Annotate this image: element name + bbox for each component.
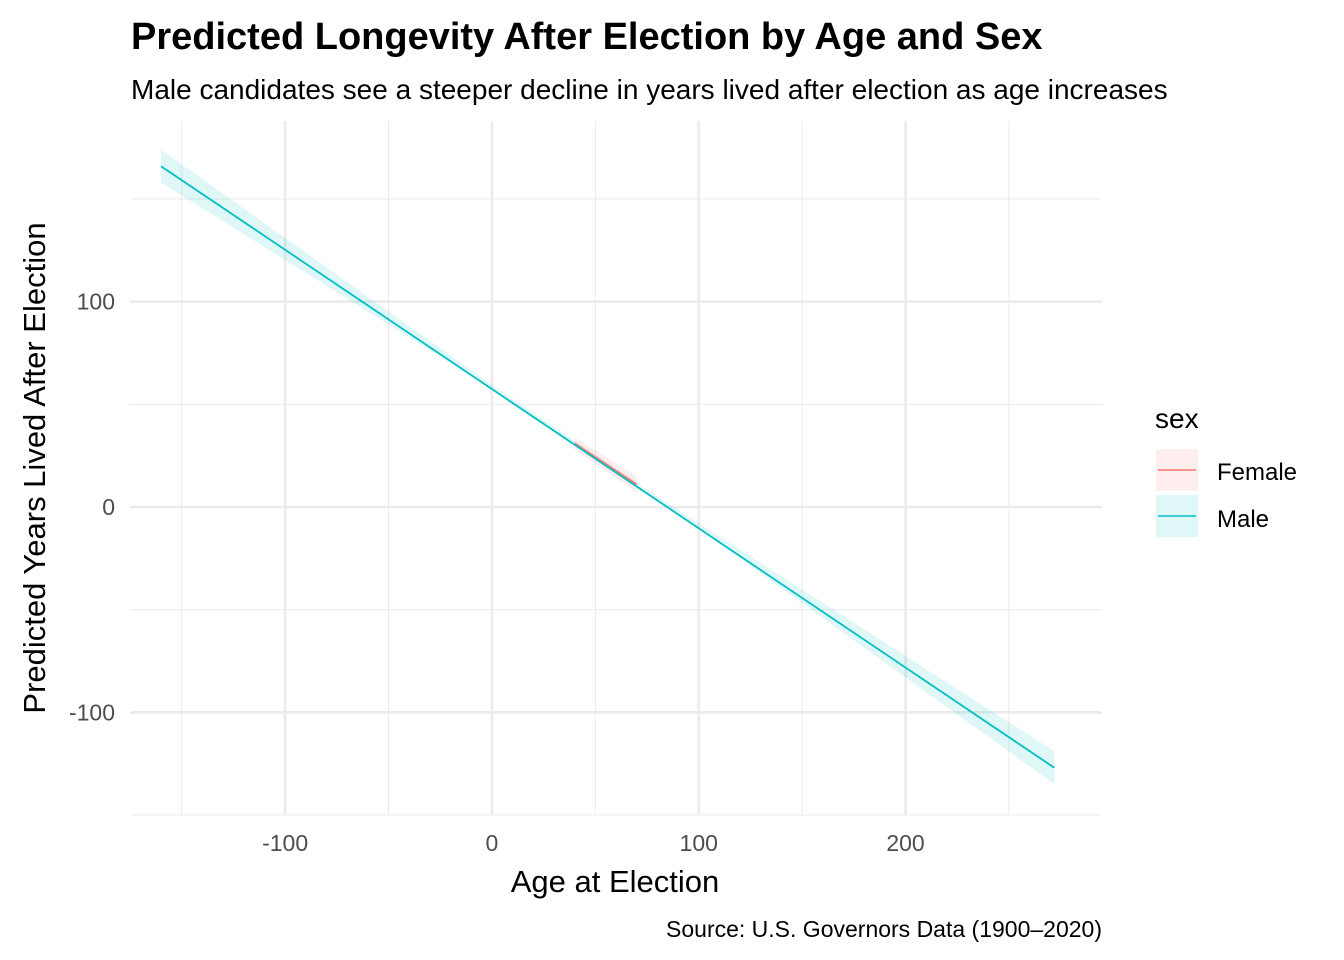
y-axis-title: Predicted Years Lived After Election [17, 222, 52, 713]
y-tick-label: 0 [102, 494, 115, 520]
legend-label-male: Male [1217, 506, 1269, 533]
legend: sex Female Male [1155, 403, 1297, 537]
legend-item-male: Male [1156, 495, 1269, 537]
x-axis-title: Age at Election [511, 864, 720, 899]
line-female [574, 442, 638, 486]
minor-gridlines [130, 121, 1102, 816]
y-tick-label: -100 [69, 699, 115, 725]
legend-title: sex [1155, 403, 1199, 434]
line-male [160, 165, 1055, 769]
legend-item-female: Female [1156, 449, 1297, 491]
major-gridlines [130, 121, 1102, 815]
x-tick-labels: -100 0 100 200 [262, 830, 925, 856]
legend-label-female: Female [1217, 459, 1297, 486]
x-tick-label: 100 [680, 830, 718, 856]
chart-caption: Source: U.S. Governors Data (1900–2020) [666, 916, 1102, 942]
x-tick-label: 200 [886, 830, 924, 856]
x-tick-label: -100 [262, 830, 308, 856]
chart-title: Predicted Longevity After Election by Ag… [131, 16, 1043, 58]
y-tick-label: 100 [77, 289, 115, 315]
x-tick-label: 0 [486, 830, 499, 856]
y-tick-labels: -100 0 100 [69, 289, 115, 726]
series-lines [160, 165, 1055, 769]
chart-subtitle: Male candidates see a steeper decline in… [131, 74, 1168, 105]
